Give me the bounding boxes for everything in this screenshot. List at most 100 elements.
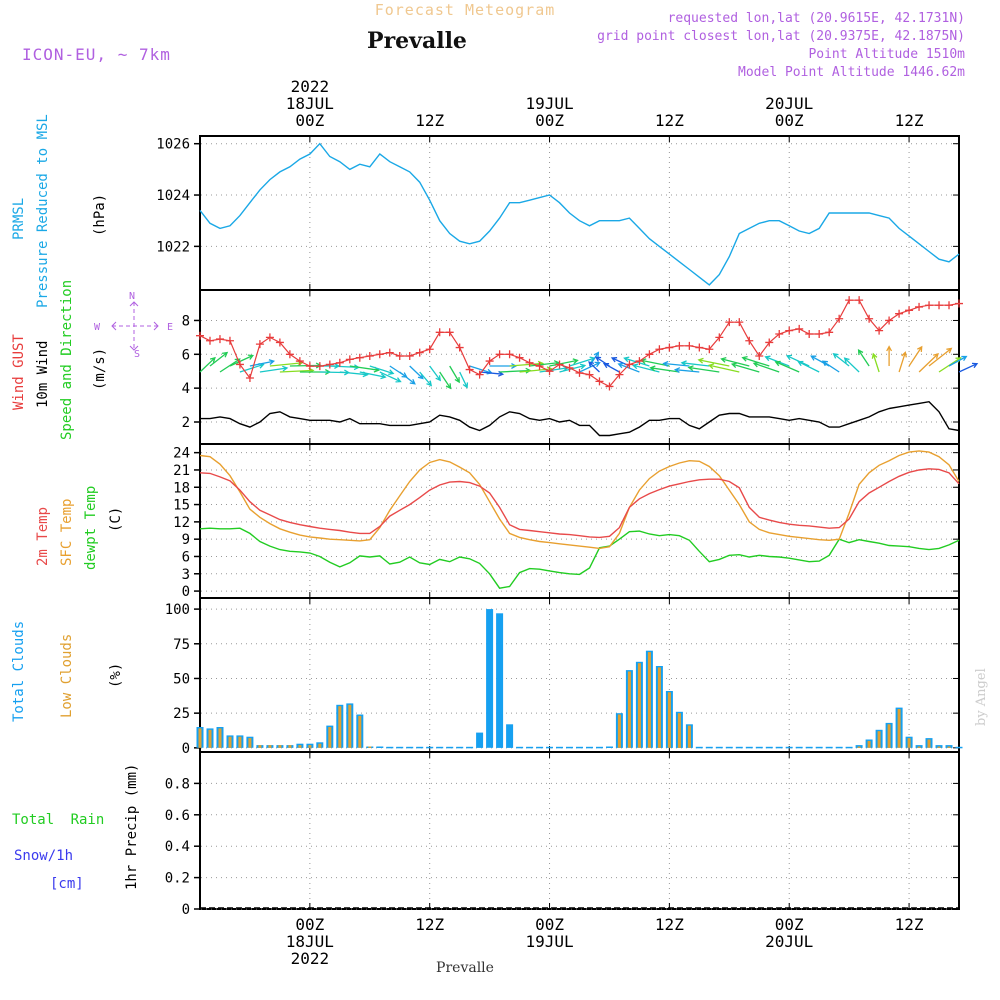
top-time-label: 12Z: [415, 111, 444, 130]
wind-speed-dir-label: Speed and Direction: [59, 280, 75, 440]
precip-ytick-label: 0: [182, 902, 190, 918]
total-cloud-bar: [755, 746, 763, 749]
gust-marker: [245, 374, 254, 382]
total-cloud-bar: [386, 746, 394, 749]
gust-marker: [345, 355, 354, 364]
gust-marker: [705, 345, 714, 354]
wind-arrow: [928, 347, 953, 367]
low-cloud-bar: [857, 746, 861, 748]
precip-y-axis: 0 0.2 0.4 0.6 0.8: [165, 776, 959, 918]
gust-marker: [945, 301, 954, 310]
wind-arrow: [549, 358, 579, 367]
temp-ytick-label: 9: [182, 532, 190, 548]
wind-ytick-label: 6: [182, 347, 190, 363]
clouds-unit-label: (%): [108, 663, 124, 688]
wind-arrow: [359, 371, 387, 380]
gust-marker: [475, 370, 484, 379]
gust-marker: [885, 316, 894, 325]
top-time-label: 00Z: [535, 111, 564, 130]
grid-point-coords: grid point closest lon,lat (20.9375E, 42…: [597, 29, 965, 44]
low-cloud-bar: [258, 745, 262, 748]
total-cloud-bar: [735, 746, 743, 749]
wind-arrow: [697, 357, 730, 367]
gust-marker: [615, 370, 624, 379]
total-cloud-bar: [715, 746, 723, 749]
pressure-msl-label: Pressure Reduced to MSL: [35, 114, 51, 308]
total-cloud-bar: [835, 746, 843, 749]
model-label: ICON-EU, ~ 7km: [22, 45, 171, 64]
temp-ytick-label: 6: [182, 549, 190, 565]
total-cloud-bar: [596, 746, 603, 749]
gust-marker: [325, 360, 334, 369]
gust-marker: [445, 328, 454, 337]
total-cloud-bar: [845, 746, 853, 749]
gust-marker: [695, 343, 704, 352]
wind-ytick-label: 8: [182, 313, 190, 329]
clouds-ytick-label: 25: [173, 706, 190, 722]
top-time-label: 19JUL: [525, 94, 573, 113]
total-clouds-label: Total Clouds: [11, 621, 27, 722]
wind-arrow: [680, 360, 710, 367]
low-cloud-bar: [228, 736, 232, 748]
total-cloud-bar: [795, 746, 803, 749]
gust-marker: [795, 324, 804, 333]
total-cloud-bar: [556, 746, 563, 749]
gust-marker: [755, 352, 764, 360]
top-time-label: 12Z: [655, 111, 684, 130]
total-cloud-bar: [466, 746, 474, 749]
total-cloud-bar: [586, 746, 593, 749]
gust-marker: [935, 301, 944, 310]
gust-marker: [955, 299, 963, 308]
top-time-label: 12Z: [895, 111, 924, 130]
total-cloud-bar: [456, 746, 464, 749]
gust-marker: [735, 318, 744, 327]
total-cloud-bar: [805, 746, 813, 749]
gust-marker: [505, 350, 514, 359]
wind-grid: [201, 290, 958, 444]
gust-marker: [465, 365, 474, 374]
total-cloud-bar: [516, 746, 524, 749]
compass-n: N: [129, 291, 135, 302]
requested-coords: requested lon,lat (20.9615E, 42.1731N): [668, 11, 965, 26]
wind-y-axis: 2 4 6 8: [182, 313, 959, 431]
total-cloud-bar: [705, 746, 713, 749]
precip-ytick-label: 0.6: [165, 808, 190, 824]
wind-arrow: [774, 360, 800, 373]
gust-marker: [335, 358, 344, 367]
gust-marker: [865, 314, 874, 323]
wind-arrow: [871, 352, 880, 373]
precip-unit-label: 1hr Precip (mm): [124, 764, 140, 890]
total-cloud-bar: [486, 609, 494, 748]
wind-unit-label: (m/s): [92, 348, 108, 390]
top-time-label: 00Z: [295, 111, 324, 130]
pressure-ytick-label: 1026: [156, 137, 190, 153]
temp-ytick-label: 24: [173, 446, 190, 462]
clouds-ytick-label: 50: [173, 671, 190, 687]
wind-arrow: [785, 354, 810, 367]
bottom-time-label: 12Z: [415, 915, 444, 934]
snow-unit-label: [cm]: [50, 876, 84, 892]
bottom-time-label: 20JUL: [765, 932, 813, 951]
wind-10m-line: [200, 400, 960, 437]
low-clouds-label: Low Clouds: [59, 634, 75, 718]
clouds-grid: [201, 598, 958, 752]
low-cloud-bar: [338, 706, 342, 748]
wind-arrow: [649, 365, 680, 373]
gust-marker: [435, 328, 444, 337]
gust-marker: [805, 330, 814, 338]
gust-marker: [425, 345, 434, 354]
bottom-time-label: 2022: [291, 949, 330, 968]
top-time-label: 00Z: [775, 111, 804, 130]
gust-marker: [235, 360, 244, 369]
temp-2m-line: [199, 468, 960, 539]
gust-marker: [745, 336, 754, 345]
forecast-title: Forecast Meteogram: [375, 1, 556, 19]
gust-marker: [315, 362, 324, 371]
low-cloud-bar: [887, 724, 891, 748]
wind-arrow: [857, 348, 870, 367]
top-time-label: 20JUL: [765, 94, 813, 113]
gust-marker: [295, 357, 304, 366]
wind-arrow: [259, 365, 289, 373]
